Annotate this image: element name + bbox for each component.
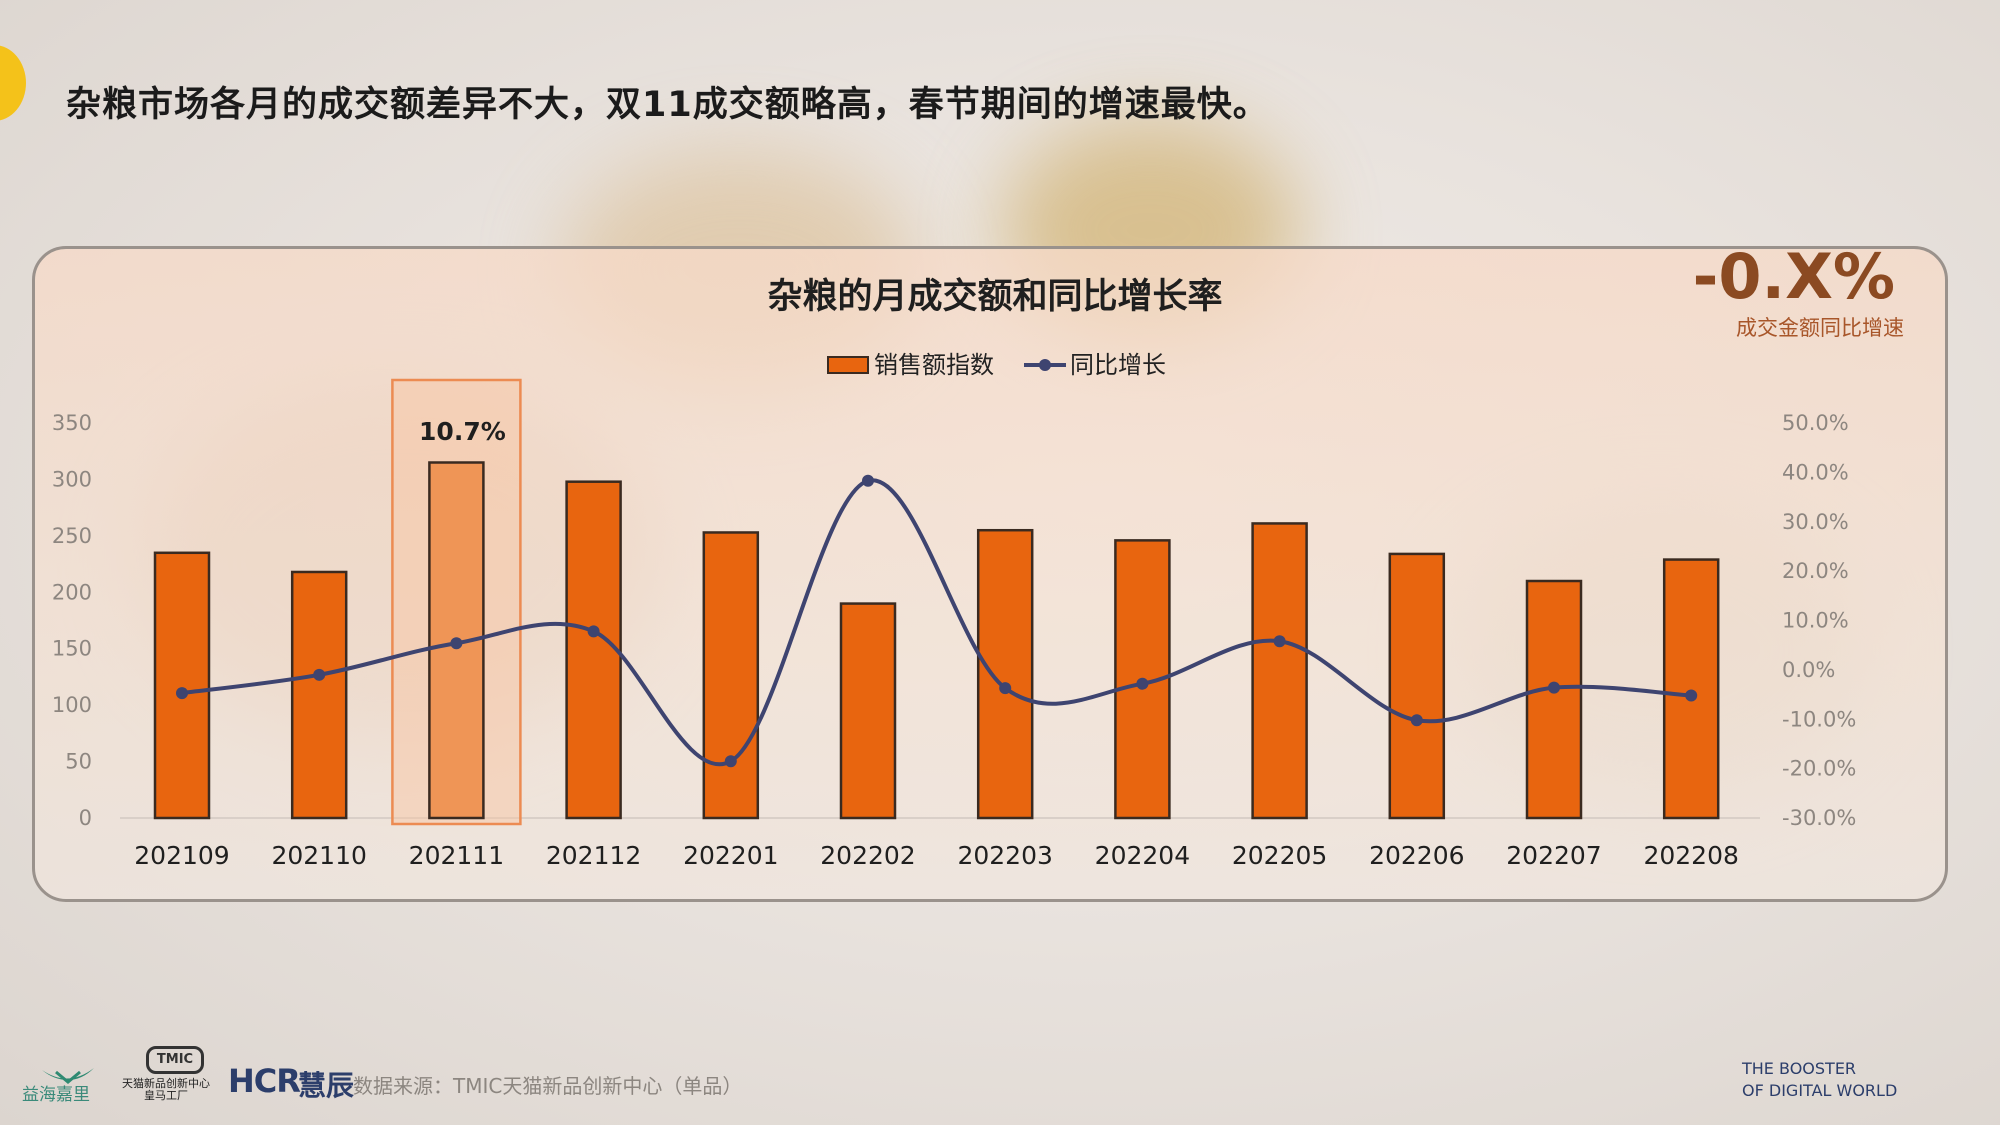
line-point-202201 [724, 755, 737, 768]
bar-202208 [1662, 558, 1720, 820]
right-axis-tick-label: -10.0% [1782, 707, 1856, 731]
left-axis-tick-label: 0 [79, 806, 92, 830]
line-point-202111 [450, 637, 463, 650]
tmic-logo-icon: TMIC [146, 1046, 204, 1074]
left-axis-tick-label: 100 [52, 693, 92, 717]
chart-legend: 销售额指数 同比增长 [827, 351, 1166, 379]
line-point-202208 [1685, 689, 1698, 702]
bar-202203 [976, 528, 1034, 820]
bar-202201 [702, 531, 760, 820]
line-point-202112 [587, 625, 600, 638]
chart-title: 杂粮的月成交额和同比增长率 [767, 276, 1222, 317]
bar-202112 [565, 480, 622, 820]
bar-202205 [1251, 522, 1308, 820]
line-point-202205 [1273, 635, 1286, 648]
bar-202206 [1388, 552, 1446, 820]
bar-202207 [1525, 579, 1583, 820]
x-axis-label: 202208 [1643, 841, 1738, 870]
tagline: THE BOOSTER OF DIGITAL WORLD [1742, 1058, 1897, 1102]
hcr-logo-cn: 慧辰 [298, 1069, 355, 1102]
x-axis-label: 202112 [546, 841, 641, 870]
page-headline: 杂粮市场各月的成交额差异不大，双11成交额略高，春节期间的增速最快。 [66, 85, 1269, 125]
tmic-logo-text: 天猫新品创新中心 皇马工厂 [122, 1078, 210, 1102]
right-axis-tick-label: 0.0% [1782, 658, 1835, 682]
line-point-202207 [1548, 681, 1560, 694]
right-axis-tick-label: 40.0% [1782, 460, 1849, 484]
left-axis-tick-label: 300 [52, 467, 92, 491]
line-point-202206 [1410, 714, 1423, 727]
highlight-label: 10.7% [419, 417, 506, 446]
x-axis-label: 202204 [1095, 841, 1190, 870]
right-axis-tick-label: 10.0% [1782, 609, 1849, 633]
kpi-value: -0.X% [1692, 240, 1895, 313]
legend-line-label: 同比增长 [1070, 351, 1166, 379]
right-axis-tick-label: 20.0% [1782, 559, 1849, 583]
right-axis-tick-label: 50.0% [1782, 411, 1849, 435]
tagline-line-2: OF DIGITAL WORLD [1742, 1081, 1898, 1100]
left-axis-tick-label: 200 [52, 580, 92, 604]
line-point-202203 [999, 682, 1012, 695]
right-axis-tick-label: -20.0% [1782, 757, 1856, 781]
left-axis-tick-label: 50 [65, 750, 92, 774]
tmic-sub: 皇马工厂 [144, 1089, 188, 1102]
bar-202202 [839, 602, 897, 820]
kpi-label: 成交金额同比增速 [1736, 316, 1904, 340]
left-axis-tick-label: 150 [52, 637, 92, 661]
line-point-202109 [176, 687, 188, 700]
hcr-logo: HCR [228, 1062, 301, 1100]
x-axis-label: 202111 [409, 841, 504, 870]
line-point-202202 [862, 474, 874, 487]
right-axis-tick-label: -30.0% [1782, 806, 1856, 830]
x-axis-label: 202202 [820, 841, 915, 870]
tmic-name: 天猫新品创新中心 [122, 1077, 210, 1090]
x-axis-label: 202110 [271, 841, 366, 870]
legend-bar-swatch [827, 356, 869, 374]
left-axis-tick-label: 350 [52, 411, 92, 435]
left-axis-tick-label: 250 [52, 524, 92, 548]
right-axis-tick-label: 30.0% [1782, 510, 1849, 534]
legend-line-marker [1039, 359, 1051, 371]
x-axis-label: 202207 [1506, 841, 1601, 870]
bar-202109 [153, 551, 211, 820]
x-axis-label: 202201 [683, 841, 778, 870]
data-source: 数据来源：TMIC天猫新品创新中心（单品） [353, 1074, 743, 1098]
line-point-202204 [1136, 677, 1149, 690]
line-point-202110 [313, 668, 326, 681]
yihai-kerry-logo-icon [42, 1068, 94, 1084]
bar-202110 [290, 570, 348, 820]
tagline-line-1: THE BOOSTER [1742, 1059, 1857, 1078]
legend-bar-label: 销售额指数 [874, 351, 994, 379]
x-axis-label: 202109 [134, 841, 229, 870]
x-axis-label: 202206 [1369, 841, 1464, 870]
x-axis-label: 202203 [957, 841, 1052, 870]
yihai-kerry-logo-text: 益海嘉里 [22, 1085, 90, 1105]
x-axis-label: 202205 [1232, 841, 1327, 870]
